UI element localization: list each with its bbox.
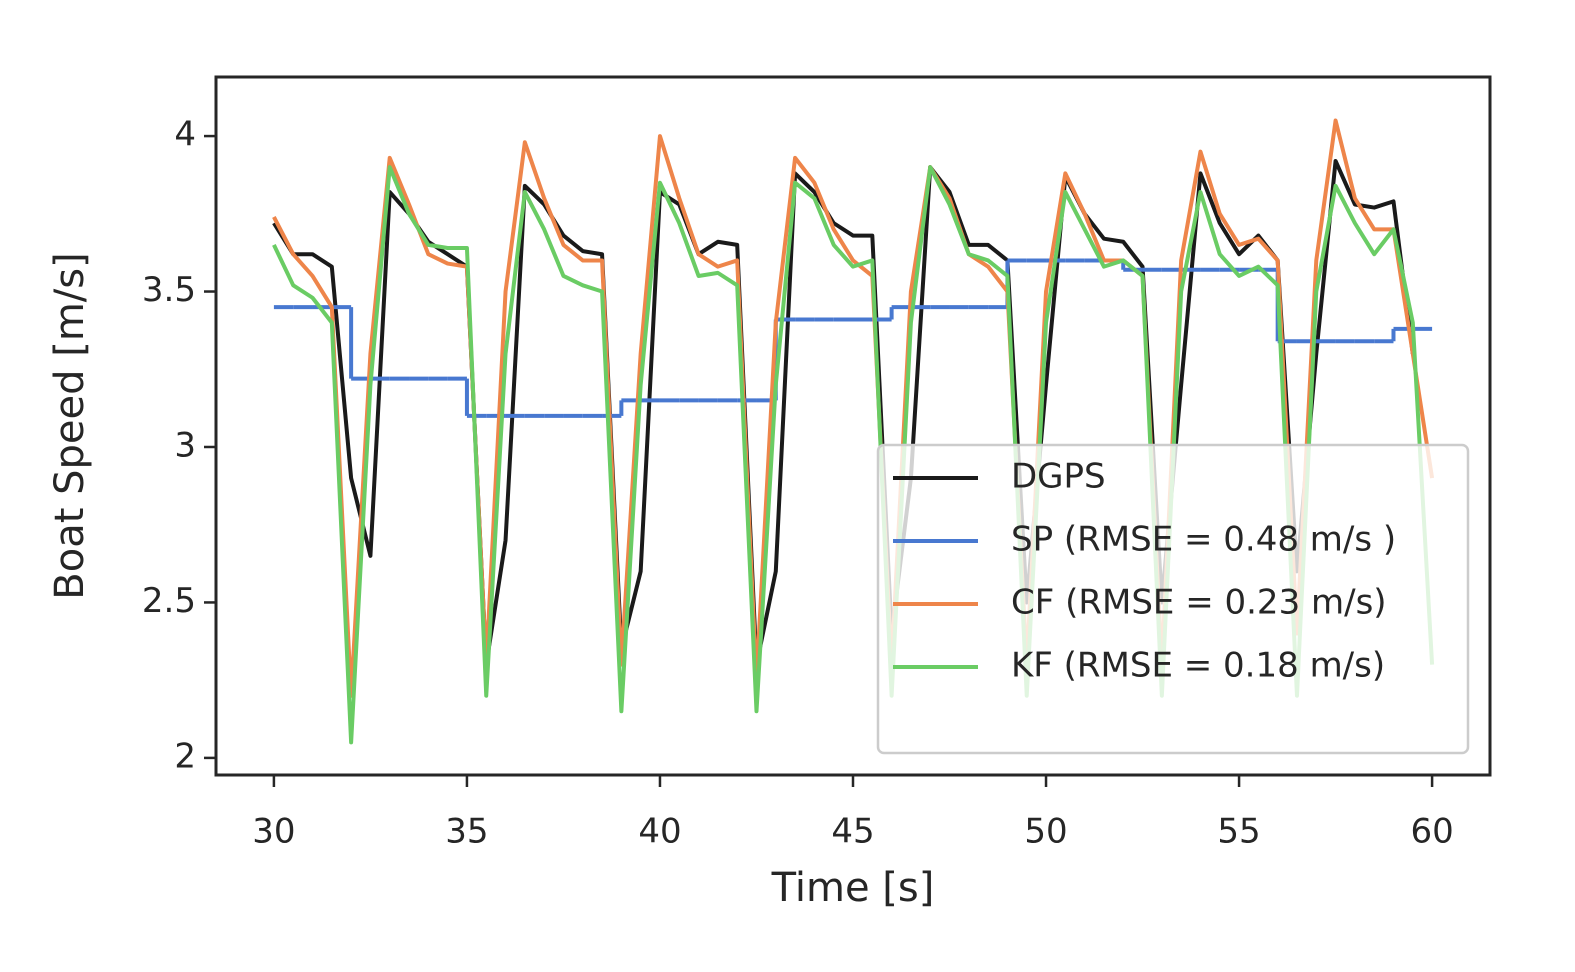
x-tick-label: 60	[1410, 812, 1453, 852]
y-tick-label: 2	[174, 736, 196, 776]
legend-label: KF (RMSE = 0.18 m/s)	[1011, 646, 1385, 686]
x-tick-label: 35	[445, 812, 488, 852]
y-tick-label: 4	[174, 115, 196, 155]
x-axis-label: Time [s]	[771, 865, 935, 911]
y-tick-label: 3.5	[142, 270, 196, 310]
y-axis-label: Boat Speed [m/s]	[47, 252, 93, 599]
legend-label: CF (RMSE = 0.23 m/s)	[1011, 583, 1387, 623]
plot-lines	[272, 118, 1435, 745]
plot-frame	[214, 75, 1492, 777]
y-tick-label: 3	[174, 425, 196, 465]
step-riser	[349, 260, 1396, 416]
y-tick-label: 2.5	[142, 581, 196, 621]
x-tick-label: 55	[1217, 812, 1260, 852]
legend-label: SP (RMSE = 0.48 m/s )	[1011, 520, 1396, 560]
legend-box	[876, 443, 1470, 755]
x-tick-label: 30	[252, 812, 295, 852]
x-tick-label: 40	[638, 812, 681, 852]
x-tick-label: 45	[831, 812, 874, 852]
legend-label: DGPS	[1011, 457, 1106, 497]
x-tick-label: 50	[1024, 812, 1067, 852]
series-line	[272, 165, 1435, 745]
